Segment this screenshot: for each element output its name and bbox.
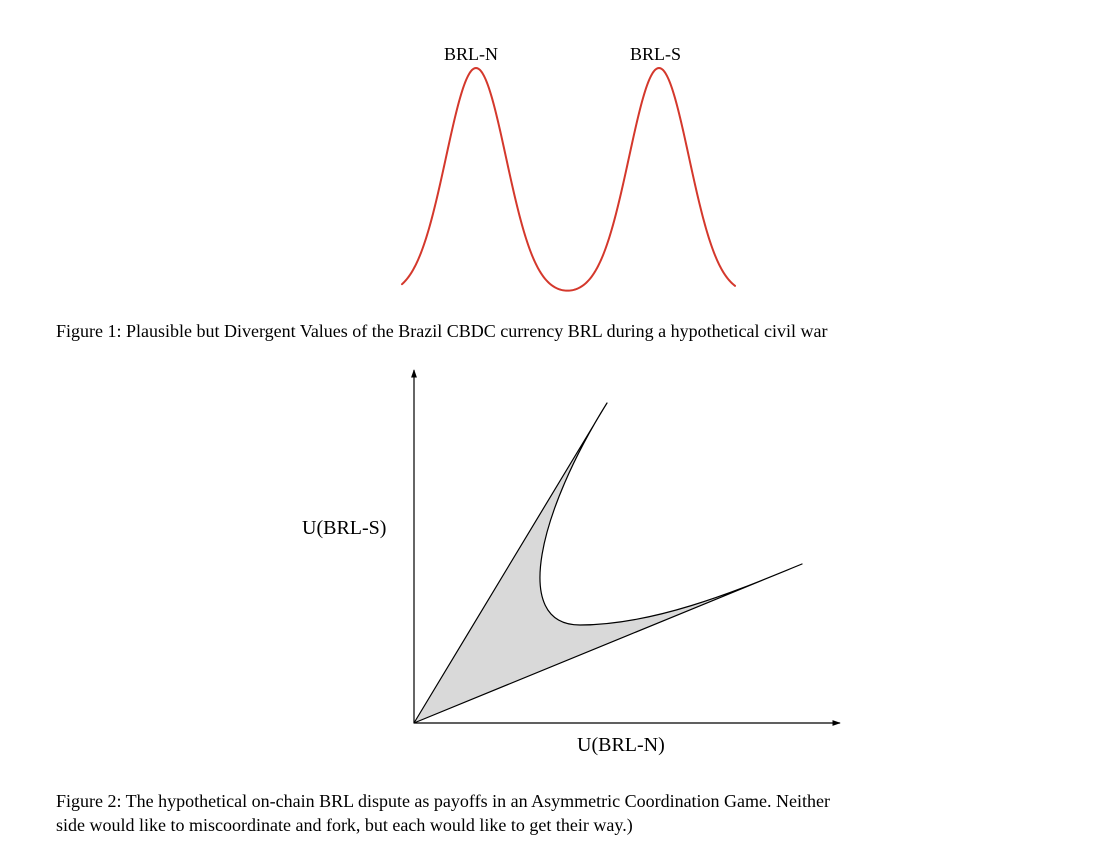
peak-label-brl-s: BRL-S	[630, 44, 682, 64]
peak-label-brl-n: BRL-N	[444, 44, 498, 64]
figure1-caption: Figure 1: Plausible but Divergent Values…	[56, 321, 828, 341]
x-axis-label: U(BRL-N)	[577, 734, 665, 756]
y-axis-label: U(BRL-S)	[302, 517, 387, 539]
bimodal-curve	[401, 66, 736, 292]
figure2-caption-line2: side would like to miscoordinate and for…	[56, 815, 633, 835]
payoff-region	[413, 402, 803, 724]
figure2-caption-line1: Figure 2: The hypothetical on-chain BRL …	[56, 791, 831, 811]
